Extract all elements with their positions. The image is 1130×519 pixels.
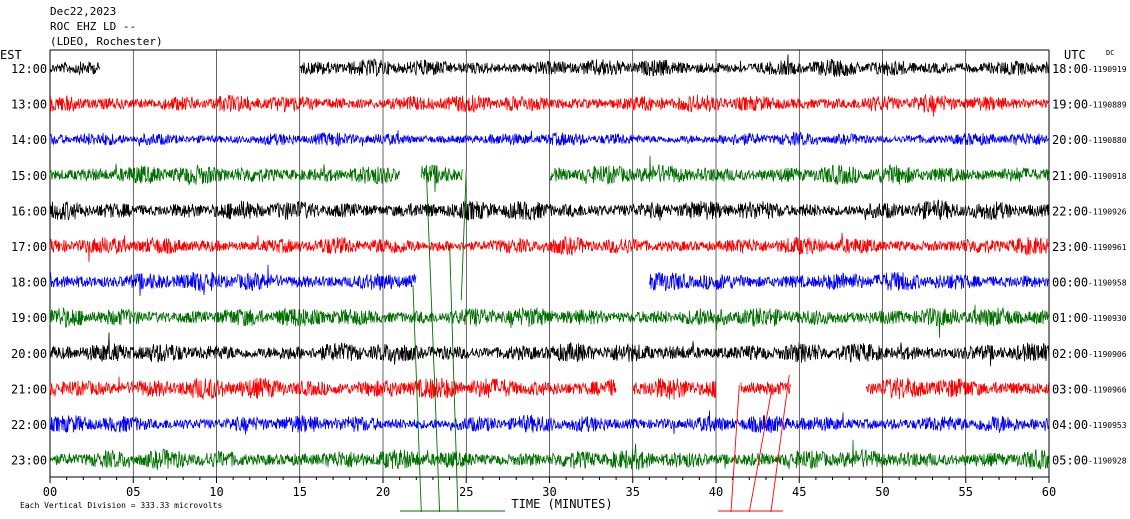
est-hour-label: 13:00 (11, 98, 47, 112)
utc-hour-label: 03:00 (1052, 382, 1088, 396)
dc-offset-label: -1190880 (1088, 136, 1127, 145)
est-hour-label: 21:00 (11, 382, 47, 396)
utc-hour-label: 18:00 (1052, 62, 1088, 76)
est-axis-label: EST (0, 48, 22, 62)
trace-line (49, 93, 1050, 117)
x-tick-label: 20 (376, 485, 390, 499)
est-hour-label: 19:00 (11, 311, 47, 325)
est-hour-label: 18:00 (11, 276, 47, 290)
utc-hour-label: 23:00 (1052, 240, 1088, 254)
green-streak (449, 244, 459, 513)
trace-line (49, 304, 1050, 338)
utc-hour-label: 04:00 (1052, 418, 1088, 432)
utc-hour-label: 00:00 (1052, 276, 1088, 290)
dc-offset-label: -1190889 (1088, 101, 1127, 110)
utc-hour-label: 02:00 (1052, 347, 1088, 361)
header-network: (LDEO, Rochester) (50, 35, 163, 48)
utc-hour-label: 01:00 (1052, 311, 1088, 325)
dc-offset-label: -1190928 (1088, 457, 1127, 466)
trace-line (49, 199, 1049, 222)
dc-offset-label: -1190958 (1088, 279, 1127, 288)
x-tick-label: 50 (875, 485, 889, 499)
x-tick-label: 45 (792, 485, 806, 499)
utc-hour-label: 21:00 (1052, 169, 1088, 183)
red-streak (748, 384, 774, 513)
x-tick-label: 35 (626, 485, 640, 499)
est-hour-label: 17:00 (11, 240, 47, 254)
dc-offset-label: -1190906 (1088, 350, 1127, 359)
dc-offset-label: -1190953 (1088, 421, 1127, 430)
dc-offset-label: -1190930 (1088, 314, 1127, 323)
x-tick-label: 25 (459, 485, 473, 499)
x-tick-label: 10 (209, 485, 223, 499)
dc-offset-label: -1190926 (1088, 207, 1127, 216)
trace-line (49, 439, 1050, 471)
x-tick-label: 15 (293, 485, 307, 499)
trace-line (49, 332, 1050, 367)
est-hour-label: 20:00 (11, 347, 47, 361)
green-streak (412, 284, 422, 513)
red-streak (730, 384, 740, 513)
header-station: ROC EHZ LD -- (50, 20, 137, 33)
est-hour-label: 15:00 (11, 169, 47, 183)
trace-line (49, 410, 1050, 435)
x-tick-label: 30 (542, 485, 556, 499)
x-tick-label: 40 (709, 485, 723, 499)
x-tick-label: 60 (1042, 485, 1056, 499)
green-streak (460, 169, 467, 301)
trace-artifacts (400, 169, 790, 513)
trace-line (49, 232, 1050, 262)
scale-note: Each Vertical Division = 333.33 microvol… (20, 501, 222, 510)
utc-hour-label: 05:00 (1052, 454, 1088, 468)
header-date: Dec22,2023 (50, 5, 117, 18)
trace-line (49, 264, 1050, 297)
utc-hour-label: 19:00 (1052, 98, 1088, 112)
time-grid (49, 49, 1050, 483)
est-hour-label: 23:00 (11, 454, 47, 468)
dc-offset-label: -1190966 (1088, 385, 1127, 394)
green-streak (425, 169, 441, 513)
x-tick-label: 55 (959, 485, 973, 499)
x-axis-title: TIME (MINUTES) (511, 497, 612, 511)
dc-offset-label: -1190918 (1088, 172, 1127, 181)
est-hour-label: 16:00 (11, 204, 47, 218)
seismic-traces (49, 54, 1050, 471)
utc-axis-label: UTC (1064, 48, 1086, 62)
x-tick-label: 00 (43, 485, 57, 499)
dc-axis-label: DC (1106, 49, 1114, 57)
dc-offset-label: -1190961 (1088, 243, 1127, 252)
trace-line (49, 155, 1050, 193)
x-tick-label: 05 (126, 485, 140, 499)
utc-hour-label: 20:00 (1052, 133, 1088, 147)
utc-hour-label: 22:00 (1052, 204, 1088, 218)
est-hour-label: 22:00 (11, 418, 47, 432)
dc-offset-label: -1190919 (1088, 65, 1127, 74)
est-hour-label: 12:00 (11, 62, 47, 76)
trace-line (49, 54, 1050, 77)
red-streak (770, 374, 790, 513)
trace-line (49, 130, 1050, 148)
trace-line (49, 376, 1050, 400)
est-hour-label: 14:00 (11, 133, 47, 147)
